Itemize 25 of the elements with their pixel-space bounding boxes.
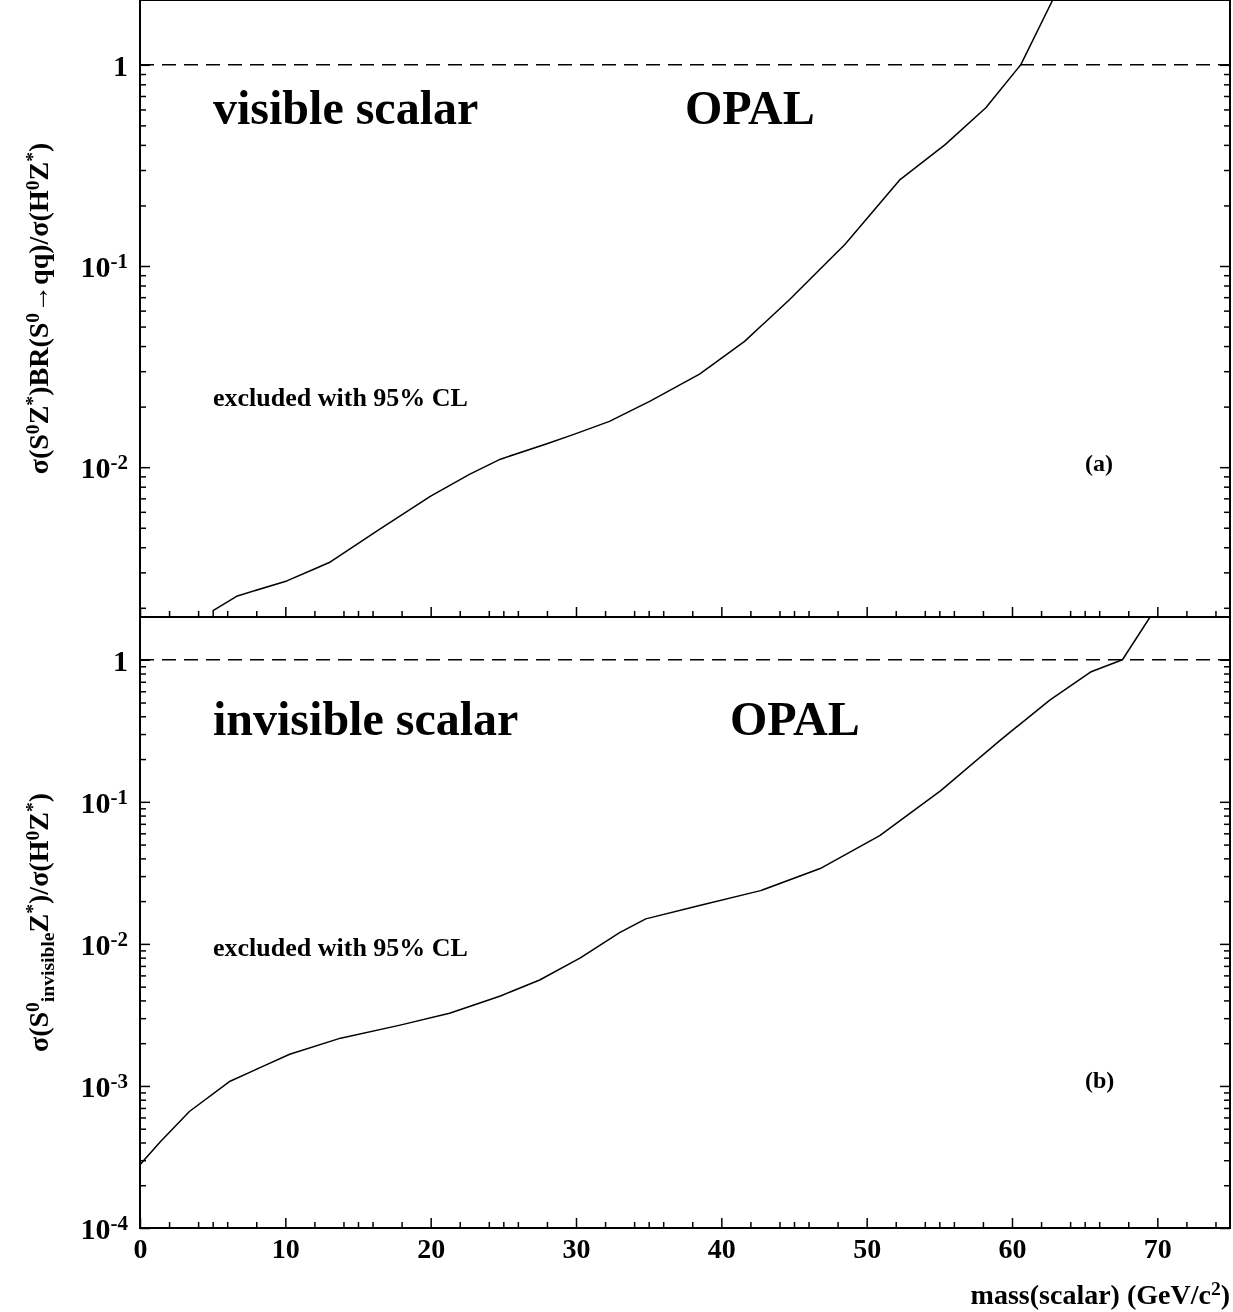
annotation: (a) (1085, 450, 1113, 476)
x-tick-label: 40 (707, 1232, 736, 1264)
annotation: OPAL (685, 81, 815, 134)
y-tick-label: 1 (113, 48, 128, 82)
annotation: excluded with 95% CL (213, 933, 468, 962)
x-axis-title: mass(scalar) (GeV/c$^{2}$) (970, 1278, 1230, 1310)
annotation: OPAL (730, 692, 860, 745)
y-tick-label: 10$^{-2}$ (80, 449, 128, 485)
annotation: invisible scalar (213, 692, 519, 745)
x-tick-label: 20 (417, 1232, 446, 1264)
x-tick-label: 70 (1143, 1232, 1172, 1264)
y-tick-label: 10$^{-2}$ (80, 926, 128, 961)
annotation: excluded with 95% CL (213, 383, 468, 412)
x-tick-label: 50 (853, 1232, 882, 1264)
y-tick-label: 10$^{-4}$ (80, 1210, 129, 1245)
y-tick-label: 10$^{-1}$ (80, 248, 128, 283)
x-tick-label: 60 (998, 1232, 1027, 1264)
x-tick-label: 30 (562, 1232, 591, 1264)
x-tick-label: 0 (133, 1232, 148, 1264)
annotation: visible scalar (213, 81, 479, 134)
y-tick-label: 10$^{-1}$ (80, 784, 128, 819)
y-tick-label: 10$^{-3}$ (80, 1068, 128, 1103)
y-tick-label: 1 (113, 643, 128, 677)
annotation: (b) (1085, 1067, 1115, 1093)
x-tick-label: 10 (271, 1232, 300, 1264)
